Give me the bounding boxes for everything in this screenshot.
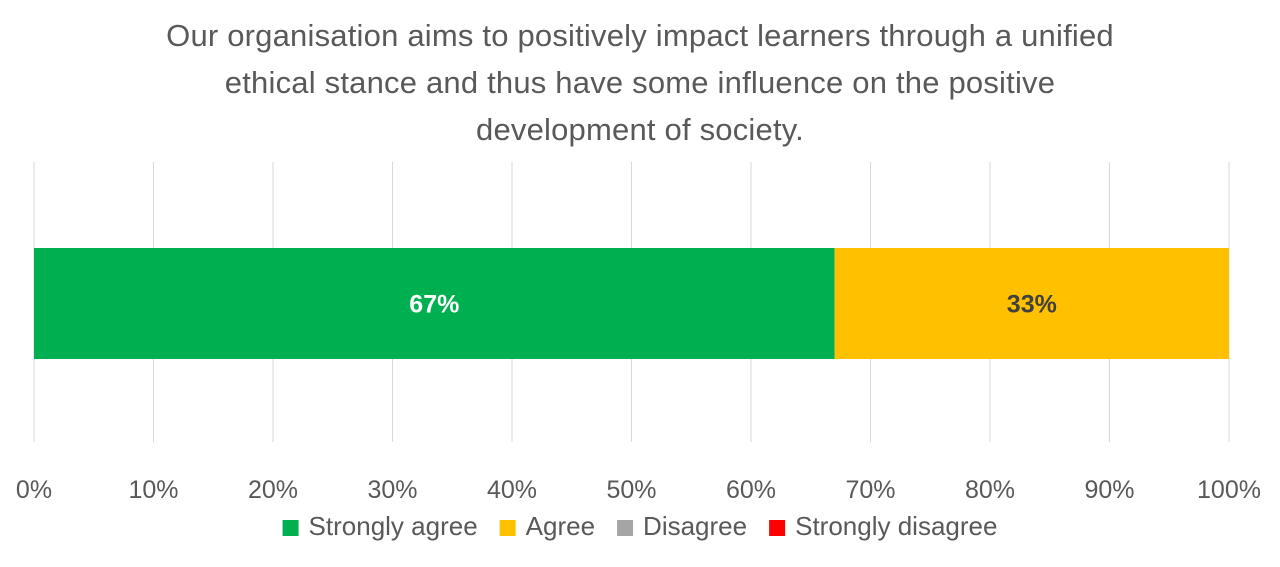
x-tick-label: 40% xyxy=(487,476,537,504)
legend-swatch xyxy=(282,520,299,536)
data-label: 33% xyxy=(1007,291,1057,319)
x-tick-label: 60% xyxy=(726,476,776,504)
x-tick-label: 100% xyxy=(1197,476,1261,504)
x-tick-label: 70% xyxy=(845,476,895,504)
legend-swatch xyxy=(617,520,634,536)
data-label: 67% xyxy=(409,291,459,319)
x-tick-label: 90% xyxy=(1084,476,1134,504)
x-tick-label: 20% xyxy=(248,476,298,504)
x-tick-label: 80% xyxy=(965,476,1015,504)
legend-swatch xyxy=(769,520,786,536)
x-tick-label: 0% xyxy=(16,476,52,504)
bar-segment xyxy=(834,248,1229,359)
x-tick-label: 10% xyxy=(128,476,178,504)
legend-swatch xyxy=(499,520,516,536)
bar-segment xyxy=(34,248,835,359)
x-tick-label: 30% xyxy=(367,476,417,504)
chart-title: Our organisation aims to positively impa… xyxy=(166,18,1114,147)
legend-label: Strongly agree xyxy=(309,511,478,541)
legend-label: Agree xyxy=(526,511,595,541)
x-tick-label: 50% xyxy=(606,476,656,504)
legend-label: Disagree xyxy=(643,511,747,541)
legend-label: Strongly disagree xyxy=(795,511,997,541)
